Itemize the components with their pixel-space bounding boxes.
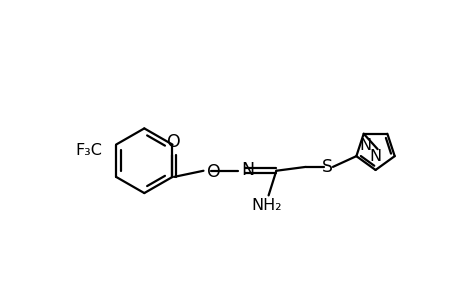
Text: F₃C: F₃C [75,143,102,158]
Text: O: O [167,133,180,151]
Text: NH₂: NH₂ [251,199,282,214]
Text: N: N [241,161,254,179]
Text: N: N [358,138,370,153]
Text: N: N [369,149,381,164]
Text: S: S [321,158,332,176]
Text: O: O [207,163,221,181]
